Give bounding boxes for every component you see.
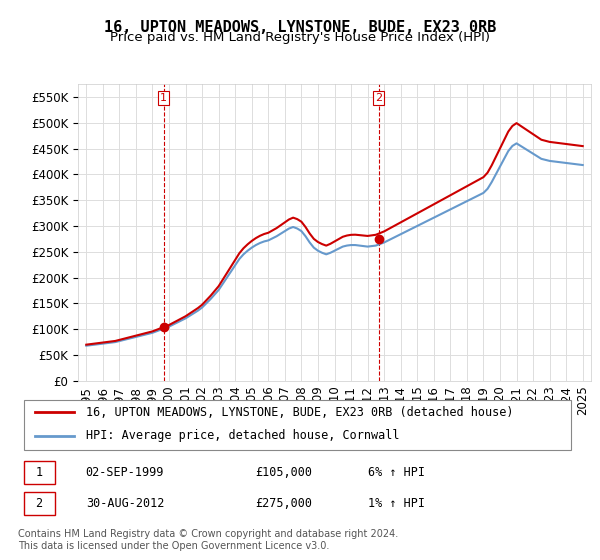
Text: 2: 2	[375, 93, 382, 103]
Text: HPI: Average price, detached house, Cornwall: HPI: Average price, detached house, Corn…	[86, 430, 399, 442]
Text: Contains HM Land Registry data © Crown copyright and database right 2024.
This d: Contains HM Land Registry data © Crown c…	[18, 529, 398, 551]
Text: £275,000: £275,000	[255, 497, 312, 510]
Text: 2: 2	[35, 497, 43, 510]
FancyBboxPatch shape	[23, 461, 55, 484]
Text: 1% ↑ HPI: 1% ↑ HPI	[368, 497, 425, 510]
Text: £105,000: £105,000	[255, 466, 312, 479]
Text: 1: 1	[160, 93, 167, 103]
Text: Price paid vs. HM Land Registry's House Price Index (HPI): Price paid vs. HM Land Registry's House …	[110, 31, 490, 44]
FancyBboxPatch shape	[23, 400, 571, 450]
Text: 16, UPTON MEADOWS, LYNSTONE, BUDE, EX23 0RB: 16, UPTON MEADOWS, LYNSTONE, BUDE, EX23 …	[104, 20, 496, 35]
Text: 1: 1	[35, 466, 43, 479]
Text: 02-SEP-1999: 02-SEP-1999	[86, 466, 164, 479]
Text: 6% ↑ HPI: 6% ↑ HPI	[368, 466, 425, 479]
FancyBboxPatch shape	[23, 492, 55, 515]
Text: 16, UPTON MEADOWS, LYNSTONE, BUDE, EX23 0RB (detached house): 16, UPTON MEADOWS, LYNSTONE, BUDE, EX23 …	[86, 406, 513, 419]
Text: 30-AUG-2012: 30-AUG-2012	[86, 497, 164, 510]
